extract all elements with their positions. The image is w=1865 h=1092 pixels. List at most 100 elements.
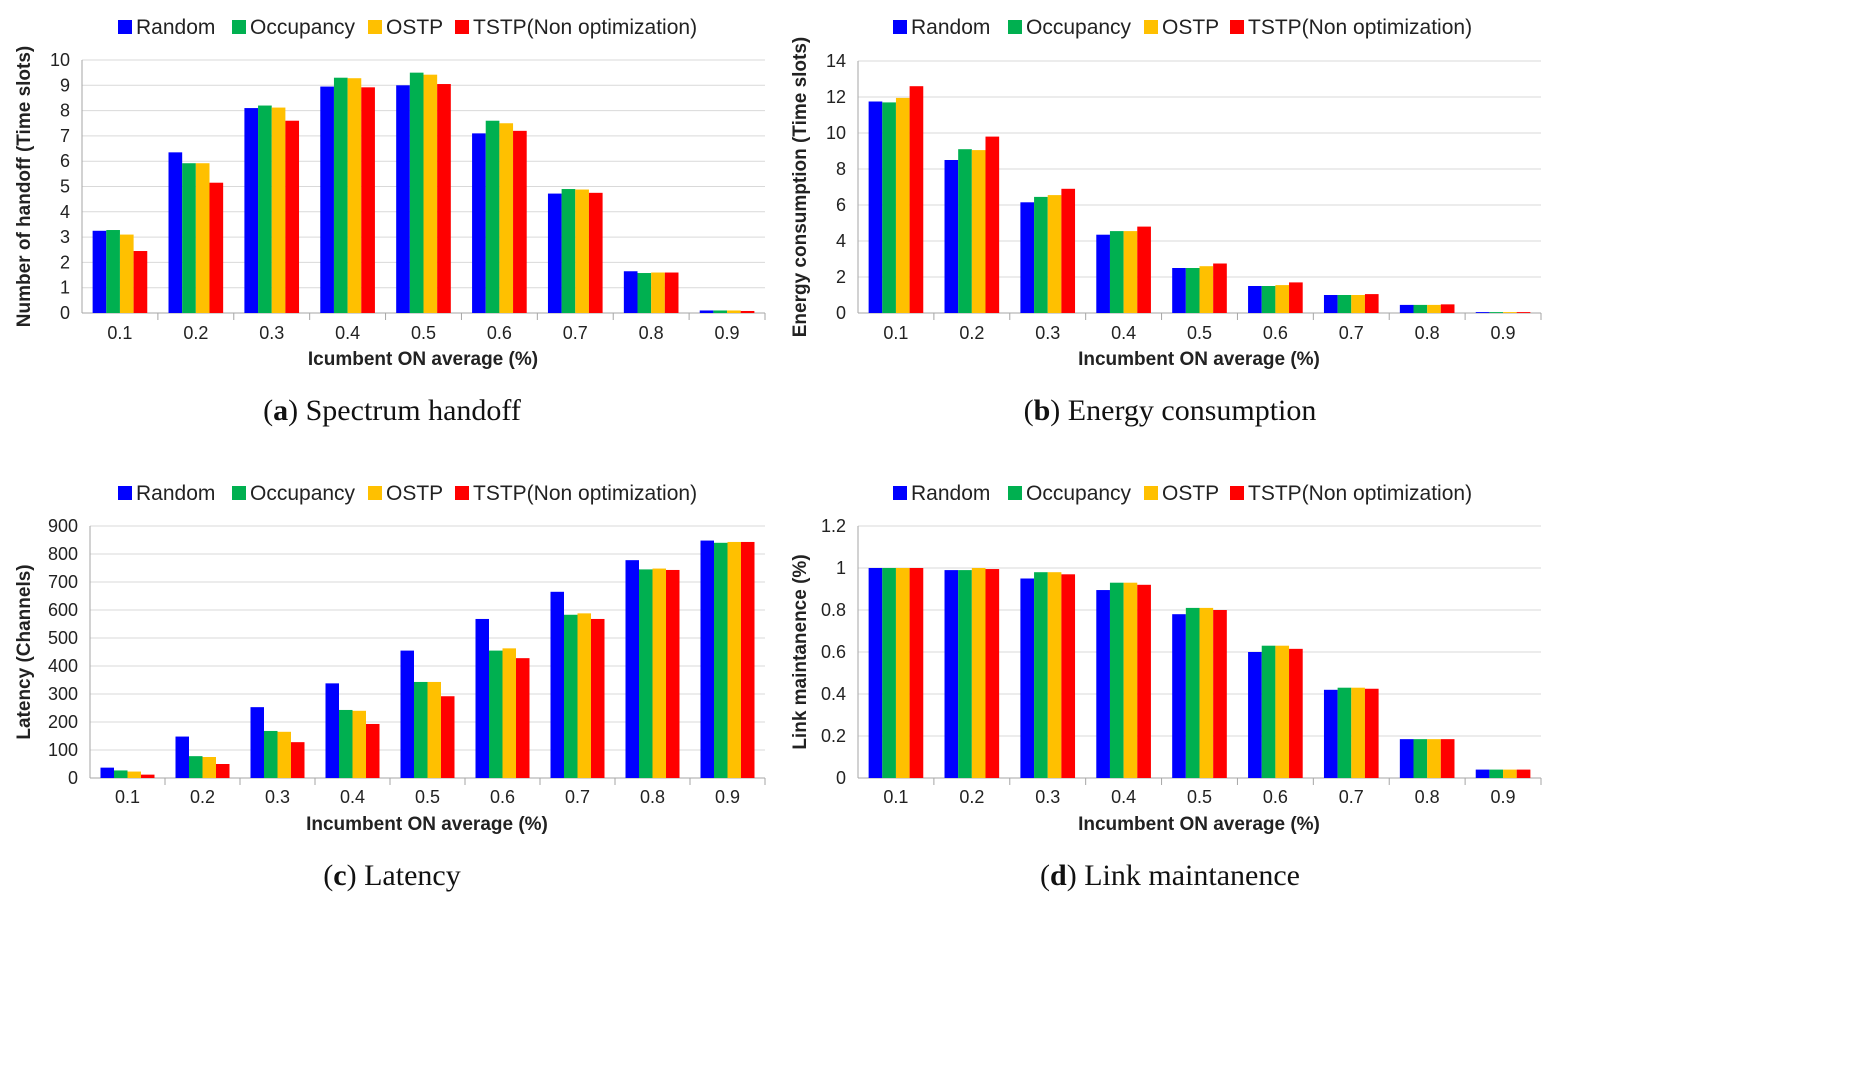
x-tick-label: 0.2: [959, 787, 984, 807]
legend-swatch-random: [893, 20, 907, 34]
bar-tstp-non-optimization-0.3: [1061, 188, 1076, 313]
legend: Random Occupancy OSTP TSTP(Non optimization…: [118, 16, 697, 39]
bar-ostp-0.1: [119, 234, 134, 313]
caption-paren-open: (: [323, 859, 333, 892]
bar-random-0.7: [550, 591, 564, 778]
panel-caption: (d) Link maintanence: [1040, 859, 1300, 892]
x-tick-label: 0.3: [259, 323, 284, 343]
x-tick-label: 0.4: [335, 323, 360, 343]
y-tick-label: 500: [48, 628, 78, 648]
y-axis-title: Number of handoff (Time slots): [14, 46, 35, 327]
bar-ostp-0.4: [347, 78, 362, 313]
bar-random-0.6: [1248, 652, 1262, 778]
bar-occupancy-0.9: [714, 542, 728, 778]
y-tick-label: 700: [48, 572, 78, 592]
y-tick-label: 800: [48, 544, 78, 564]
bar-random-0.8: [623, 271, 638, 313]
caption-paren-close: ): [288, 394, 306, 427]
x-tick-label: 0.3: [1035, 787, 1060, 807]
x-tick-label: 0.4: [340, 787, 365, 807]
bar-occupancy-0.1: [106, 230, 120, 313]
bar-ostp-0.3: [1047, 572, 1062, 778]
caption-letter: a: [273, 394, 288, 427]
legend-swatch-tstp-non-optimization: [1230, 20, 1244, 34]
legend-label: OSTP: [386, 16, 443, 39]
legend-swatch-ostp: [368, 20, 382, 34]
bar-occupancy-0.4: [333, 77, 348, 314]
bar-tstp-non-optimization-0.2: [985, 569, 1000, 778]
bar-ostp-0.7: [575, 189, 589, 313]
bar-ostp-0.9: [1503, 769, 1517, 778]
legend-label: Random: [136, 16, 215, 39]
bar-tstp-non-optimization-0.2: [209, 182, 224, 313]
bar-tstp-non-optimization-0.3: [291, 742, 305, 778]
bar-random-0.8: [1399, 739, 1414, 778]
bar-random-0.9: [1475, 312, 1490, 313]
x-tick-label: 0.5: [1187, 323, 1212, 343]
bar-tstp-non-optimization-0.8: [666, 569, 680, 778]
bar-tstp-non-optimization-0.3: [1061, 574, 1076, 778]
caption-paren-close: ): [1067, 859, 1085, 892]
bar-occupancy-0.2: [189, 756, 203, 778]
bar-occupancy-0.5: [1185, 607, 1200, 778]
x-tick-label: 0.1: [107, 323, 132, 343]
panel-caption: (c) Latency: [323, 859, 460, 892]
y-tick-label: 900: [48, 516, 78, 536]
bar-occupancy-0.7: [561, 189, 576, 313]
bar-occupancy-0.7: [1337, 687, 1352, 778]
bar-ostp-0.4: [1123, 231, 1138, 313]
bar-ostp-0.7: [577, 613, 591, 778]
y-tick-label: 6: [836, 195, 846, 215]
legend-swatch-random: [118, 20, 132, 34]
bar-occupancy-0.7: [564, 614, 578, 778]
bar-occupancy-0.3: [264, 730, 278, 778]
y-tick-label: 400: [48, 656, 78, 676]
x-tick-label: 0.5: [1187, 787, 1212, 807]
bar-tstp-non-optimization-0.1: [141, 774, 155, 778]
bar-tstp-non-optimization-0.1: [909, 568, 924, 778]
bar-occupancy-0.9: [713, 310, 728, 313]
legend-label: Random: [911, 16, 990, 39]
caption-letter: c: [333, 859, 346, 892]
y-tick-label: 2: [836, 267, 846, 287]
bar-ostp-0.2: [971, 150, 986, 313]
y-axis-ticks: 0 0.2 0.4 0.6 0.8 1 1.2: [821, 516, 846, 788]
x-tick-label: 0.7: [563, 323, 588, 343]
bar-tstp-non-optimization-0.4: [1137, 226, 1151, 313]
legend-swatch-occupancy: [1008, 486, 1022, 500]
bar-tstp-non-optimization-0.7: [591, 618, 605, 778]
bar-tstp-non-optimization-0.2: [985, 136, 1000, 313]
bar-ostp-0.6: [502, 648, 516, 778]
bar-random-0.7: [1323, 295, 1338, 313]
bar-tstp-non-optimization-0.8: [1440, 739, 1455, 778]
y-tick-label: 0: [60, 303, 70, 323]
bar-ostp-0.8: [1427, 304, 1441, 313]
x-axis-title: Incumbent ON average (%): [1078, 814, 1320, 835]
bar-ostp-0.3: [277, 731, 291, 778]
bar-tstp-non-optimization-0.5: [437, 84, 451, 313]
bar-occupancy-0.2: [958, 570, 972, 778]
bar-tstp-non-optimization-0.4: [1137, 584, 1151, 778]
bar-ostp-0.1: [127, 771, 141, 778]
x-tick-label: 0.8: [1415, 323, 1440, 343]
y-tick-label: 14: [826, 51, 846, 71]
bar-random-0.1: [92, 230, 107, 313]
bar-tstp-non-optimization-0.8: [1440, 304, 1455, 313]
bar-ostp-0.3: [271, 107, 286, 314]
bars: [100, 540, 755, 778]
bar-occupancy-0.2: [182, 163, 196, 313]
bar-ostp-0.2: [195, 163, 210, 313]
legend-label: TSTP(Non optimization): [1248, 16, 1472, 39]
y-tick-label: 7: [60, 126, 70, 146]
caption-text: Spectrum handoff: [306, 394, 521, 427]
bar-random-0.3: [1020, 578, 1035, 778]
legend-label: OSTP: [1162, 16, 1219, 39]
caption-text: Energy consumption: [1068, 394, 1317, 427]
bar-occupancy-0.6: [1261, 286, 1276, 313]
bar-random-0.2: [944, 570, 959, 778]
x-axis-ticks: 0.1 0.2 0.3 0.4 0.5 0.6 0.7 0.8 0.9: [883, 778, 1542, 807]
legend-label: Occupancy: [250, 16, 356, 39]
bar-tstp-non-optimization-0.6: [1289, 648, 1303, 778]
y-axis-title: Latency (Channels): [14, 564, 35, 739]
